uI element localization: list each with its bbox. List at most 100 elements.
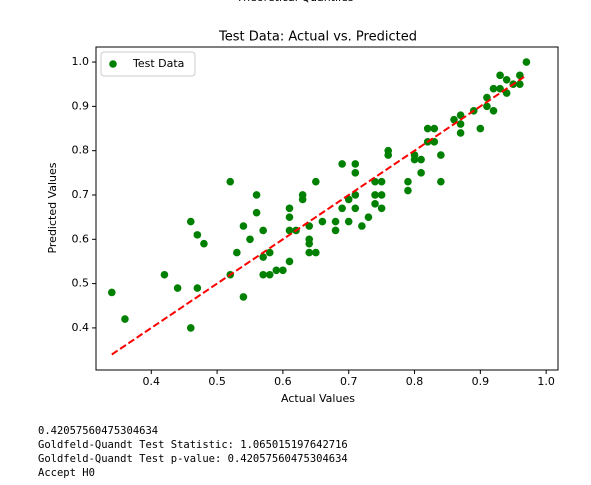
scatter-point <box>331 217 340 226</box>
y-axis-label: Predicted Values <box>46 162 59 253</box>
scatter-point <box>272 266 281 275</box>
scatter-point <box>483 102 491 111</box>
scatter-point <box>312 177 320 186</box>
y-tick-label: 1.0 <box>72 55 90 68</box>
scatter-point <box>193 231 202 239</box>
scatter-point <box>186 324 195 332</box>
scatter-point <box>246 235 254 244</box>
scatter-point <box>377 204 386 213</box>
x-tick-label: 0.9 <box>472 375 490 388</box>
scatter-point <box>265 248 274 257</box>
scatter-point <box>364 213 373 221</box>
output-line: Accept H0 <box>38 467 95 479</box>
scatter-point <box>193 284 202 292</box>
scatter-point <box>173 284 182 292</box>
output-line: Goldfeld-Quandt Test p-value: 0.42057560… <box>38 453 348 465</box>
scatter-point <box>371 177 379 186</box>
scatter-point <box>371 200 379 208</box>
scatter-point <box>279 266 287 275</box>
y-tick-label: 0.4 <box>72 321 90 334</box>
legend: Test Data <box>100 51 196 77</box>
scatter-point <box>233 248 241 257</box>
scatter-point <box>437 177 445 186</box>
scatter-point <box>338 204 346 213</box>
scatter-point <box>516 80 524 89</box>
scatter-point <box>160 270 169 279</box>
x-tick-label: 0.6 <box>274 375 292 388</box>
scatter-point <box>107 288 116 297</box>
scatter-point <box>377 191 386 199</box>
scatter-point <box>252 208 261 217</box>
scatter-point <box>305 239 314 248</box>
scatter-point <box>252 191 261 199</box>
scatter-point <box>331 226 340 235</box>
y-tick-label: 0.6 <box>72 232 90 245</box>
scatter-point <box>476 124 485 133</box>
scatter-point <box>312 248 320 257</box>
scatter-point <box>226 177 235 186</box>
scatter-point <box>483 93 491 102</box>
scatter-point <box>285 213 294 221</box>
scatter-point <box>121 315 129 323</box>
scatter-point <box>259 253 267 261</box>
output-text: 0.42057560475304634 Goldfeld-Quandt Test … <box>38 424 348 480</box>
x-tick-label: 0.7 <box>340 375 358 388</box>
scatter-point <box>351 160 360 168</box>
scatter-point <box>496 84 504 93</box>
scatter-point <box>351 169 360 177</box>
scatter-point <box>259 226 267 235</box>
y-tick-label: 0.5 <box>72 277 90 290</box>
scatter-point <box>456 120 465 128</box>
scatter-point <box>456 111 465 120</box>
x-tick-label: 0.8 <box>406 375 424 388</box>
scatter-point <box>239 293 248 301</box>
scatter-point <box>285 257 294 266</box>
x-axis-label: Actual Values <box>281 392 355 405</box>
scatter-point <box>417 155 425 164</box>
previous-output-fragment: Theoretical Quantiles <box>235 0 353 4</box>
scatter-point <box>358 222 366 230</box>
scatter-point <box>305 248 314 257</box>
chart: Theoretical Quantiles Test Data: Actual … <box>46 0 559 405</box>
plot-frame <box>95 46 559 371</box>
scatter-point <box>371 191 379 199</box>
legend-box <box>100 51 196 77</box>
scatter-point <box>351 191 360 199</box>
y-tick-label: 0.8 <box>72 144 90 157</box>
scatter-point <box>502 89 511 97</box>
scatter-point <box>423 124 432 133</box>
scatter-point <box>437 151 445 159</box>
scatter-point <box>285 204 294 213</box>
scatter-point <box>344 195 353 204</box>
scatter-point <box>338 160 346 168</box>
scatter-point <box>239 222 248 230</box>
y-tick-label: 0.7 <box>72 188 90 201</box>
scatter-point <box>522 58 531 66</box>
scatter-point <box>384 151 393 159</box>
output-line: Goldfeld-Quandt Test Statistic: 1.065015… <box>38 439 348 451</box>
legend-label: Test Data <box>132 57 184 70</box>
scatter-point <box>450 115 458 124</box>
reference-line <box>111 74 527 356</box>
scatter-point <box>318 217 327 226</box>
scatter-point <box>298 195 307 204</box>
x-tick-label: 1.0 <box>537 375 555 388</box>
x-tick-label: 0.5 <box>208 375 226 388</box>
y-tick-label: 0.9 <box>72 99 90 112</box>
scatter-point <box>430 124 439 133</box>
legend-marker <box>109 60 117 68</box>
scatter-point <box>417 169 425 177</box>
scatter-point <box>404 186 412 195</box>
output-line: 0.42057560475304634 <box>38 425 159 437</box>
scatter-point <box>456 129 465 137</box>
scatter-point <box>502 75 511 84</box>
scatter-point <box>351 204 360 213</box>
scatter-point <box>344 217 353 226</box>
scatter-point <box>410 155 419 164</box>
scatter-point <box>186 217 195 226</box>
scatter-point <box>489 84 498 93</box>
scatter-point <box>377 177 386 186</box>
scatter-point <box>285 226 294 235</box>
scatter-point <box>430 138 439 146</box>
